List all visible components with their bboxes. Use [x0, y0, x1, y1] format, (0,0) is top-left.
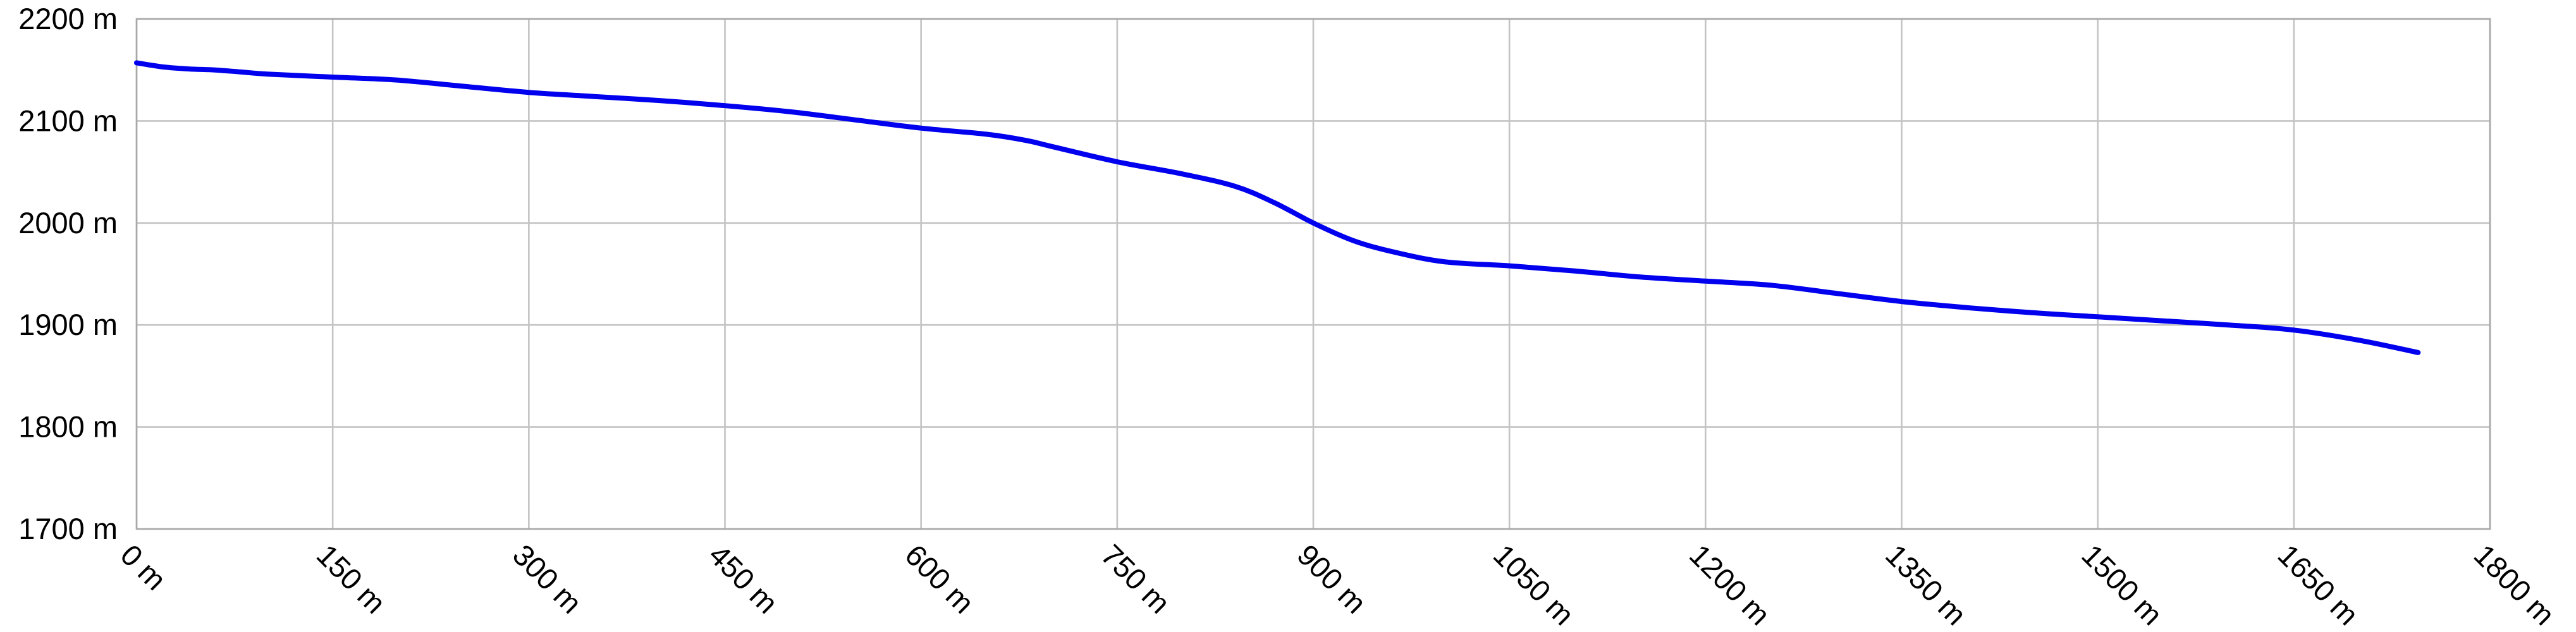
grid-lines [135, 18, 2491, 530]
x-axis-tick-labels: 0 m 150 m 300 m 450 m 600 m 750 m 900 m 1050 m 1… [114, 538, 2561, 631]
y-axis-tick-labels: 2200 m 2100 m 2000 m 1900 m 1800 m 1700 m [18, 2, 118, 545]
x-tick-label: 1800 m [2468, 538, 2561, 631]
x-tick-label: 1650 m [2271, 538, 2365, 631]
plot-frame [135, 18, 2491, 530]
y-tick-label: 2200 m [18, 2, 118, 35]
x-tick-label: 1050 m [1487, 538, 1581, 631]
y-tick-label: 2100 m [18, 104, 118, 137]
y-tick-label: 1800 m [18, 410, 118, 444]
y-tick-label: 2000 m [18, 206, 118, 240]
y-tick-label: 1700 m [18, 512, 118, 545]
x-tick-label: 750 m [1095, 538, 1177, 620]
x-tick-label: 1350 m [1879, 538, 1973, 631]
x-tick-label: 300 m [506, 538, 589, 620]
x-tick-label: 1500 m [2075, 538, 2169, 631]
x-tick-label: 1200 m [1683, 538, 1777, 631]
y-tick-label: 1900 m [18, 308, 118, 341]
x-tick-label: 900 m [1291, 538, 1373, 620]
x-tick-label: 450 m [702, 538, 785, 620]
x-tick-label: 0 m [114, 538, 173, 597]
x-tick-label: 600 m [899, 538, 981, 620]
elevation-series-line [134, 60, 2421, 355]
series-layer [134, 60, 2421, 355]
x-tick-label: 150 m [310, 538, 393, 620]
